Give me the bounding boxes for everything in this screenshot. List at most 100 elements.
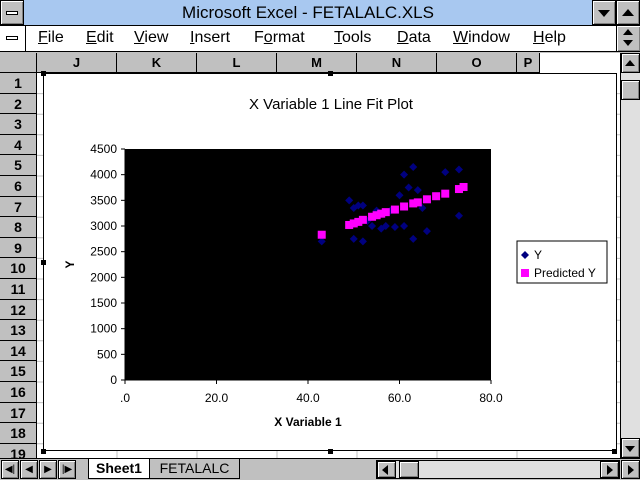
vertical-scrollbar[interactable]	[620, 53, 640, 458]
tab-sheet1[interactable]: Sheet1	[88, 459, 150, 479]
row-header-12[interactable]: 12	[0, 299, 37, 321]
prev-sheet-button[interactable]: ◀	[20, 460, 38, 479]
row-header-3[interactable]: 3	[0, 114, 37, 135]
scroll-right-button[interactable]	[600, 461, 619, 478]
restore-document-button[interactable]	[616, 26, 640, 51]
menu-bar: File Edit View Insert Format Tools Data Window H…	[0, 26, 640, 52]
point-predicted-y	[358, 215, 367, 224]
column-header-o[interactable]: O	[437, 53, 517, 73]
row-header-14[interactable]: 14	[0, 340, 37, 362]
scroll-up-button[interactable]	[621, 53, 640, 73]
menu-view[interactable]: View	[134, 29, 169, 46]
column-header-n[interactable]: N	[357, 53, 437, 73]
tab-fetalalc[interactable]: FETALALC	[150, 459, 240, 479]
menu-tools[interactable]: Tools	[334, 29, 372, 46]
row-header-10[interactable]: 10	[0, 258, 37, 279]
point-predicted-y	[459, 182, 468, 191]
point-predicted-y	[354, 217, 363, 226]
scroll-left-button[interactable]	[377, 461, 396, 478]
point-predicted-y	[381, 208, 390, 217]
point-y	[358, 237, 367, 246]
plot-area	[125, 149, 491, 380]
select-all-corner[interactable]	[0, 53, 37, 73]
horizontal-scroll-thumb[interactable]	[399, 461, 419, 478]
app-control-menu-button[interactable]	[0, 0, 24, 25]
maximize-button[interactable]	[616, 0, 640, 25]
column-header-l[interactable]: L	[197, 53, 277, 73]
row-header-7[interactable]: 7	[0, 196, 37, 218]
scroll-down-button[interactable]	[621, 438, 640, 458]
row-header-5[interactable]: 5	[0, 155, 37, 176]
last-sheet-button[interactable]: |▶	[58, 460, 76, 479]
minimize-arrow-icon	[598, 10, 610, 17]
point-y	[441, 168, 450, 177]
point-predicted-y	[345, 220, 354, 229]
point-y	[390, 223, 399, 232]
row-header-13[interactable]: 13	[0, 320, 37, 341]
menu-help[interactable]: Help	[533, 29, 566, 46]
menu-insert[interactable]: Insert	[190, 29, 231, 46]
row-header-11[interactable]: 11	[0, 279, 37, 300]
scroll-right-end-icon	[628, 465, 634, 475]
row-header-9[interactable]: 9	[0, 237, 37, 259]
chart-handle-bm[interactable]	[328, 449, 333, 454]
row-header-18[interactable]: 18	[0, 423, 37, 444]
chart-handle-br[interactable]	[612, 449, 617, 454]
row-header-8[interactable]: 8	[0, 217, 37, 238]
legend-label-y: Y	[534, 248, 542, 262]
column-header-k[interactable]: K	[117, 53, 197, 73]
row-header-4[interactable]: 4	[0, 134, 37, 156]
point-y	[409, 162, 418, 171]
minimize-button[interactable]	[592, 0, 616, 25]
control-menu-icon	[6, 36, 18, 40]
chart-handle-ml[interactable]	[41, 260, 46, 265]
menu-window[interactable]: Window	[453, 29, 510, 46]
row-header-2[interactable]: 2	[0, 93, 37, 115]
point-y	[409, 234, 418, 243]
column-header-m[interactable]: M	[277, 53, 357, 73]
point-y	[349, 234, 358, 243]
point-predicted-y	[377, 209, 386, 218]
point-y	[368, 222, 377, 230]
y-tick-label: 1000	[90, 322, 117, 336]
legend-marker-predicted-y	[521, 269, 529, 277]
point-y	[454, 165, 463, 174]
chart-handle-tl[interactable]	[41, 71, 46, 76]
menu-format[interactable]: Format	[254, 29, 305, 46]
x-tick-label: .0	[120, 391, 130, 405]
y-tick-label: 4000	[90, 168, 117, 182]
row-header-15[interactable]: 15	[0, 361, 37, 382]
menu-file[interactable]: File	[38, 29, 64, 46]
point-predicted-y	[409, 199, 418, 208]
column-header-p[interactable]: P	[517, 53, 540, 73]
row-header-17[interactable]: 17	[0, 402, 37, 424]
next-sheet-button[interactable]: ▶	[39, 460, 57, 479]
embedded-chart[interactable]: X Variable 1 Line Fit Plot 0 500 1000 1500 20…	[43, 73, 617, 451]
row-header-6[interactable]: 6	[0, 176, 37, 197]
x-tick-label: 80.0	[479, 391, 503, 405]
point-y	[358, 201, 367, 210]
y-tick-label: 3500	[90, 193, 117, 207]
x-tick-label: 60.0	[388, 391, 412, 405]
vertical-scroll-thumb[interactable]	[621, 80, 640, 100]
chart-handle-bl[interactable]	[41, 449, 46, 454]
point-predicted-y	[317, 230, 326, 239]
chart-handle-tm[interactable]	[328, 71, 333, 76]
menu-edit[interactable]: Edit	[86, 29, 114, 46]
first-sheet-button[interactable]: ◀|	[1, 460, 19, 479]
point-y	[454, 211, 463, 220]
column-header-j[interactable]: J	[37, 53, 117, 73]
y-tick-label: 2000	[90, 270, 117, 284]
title-bar: Microsoft Excel - FETALALC.XLS	[0, 0, 640, 26]
x-tick-label: 40.0	[296, 391, 320, 405]
scroll-down-icon	[625, 446, 635, 452]
row-header-1[interactable]: 1	[0, 73, 37, 94]
scroll-right-end-button[interactable]	[621, 460, 640, 479]
point-y	[354, 201, 363, 210]
row-header-16[interactable]: 16	[0, 382, 37, 403]
y-tick-label: 1500	[90, 296, 117, 310]
menu-data[interactable]: Data	[397, 29, 431, 46]
horizontal-scrollbar[interactable]	[376, 460, 620, 479]
chart-title: X Variable 1 Line Fit Plot	[249, 96, 414, 113]
document-control-menu-button[interactable]	[0, 26, 26, 51]
